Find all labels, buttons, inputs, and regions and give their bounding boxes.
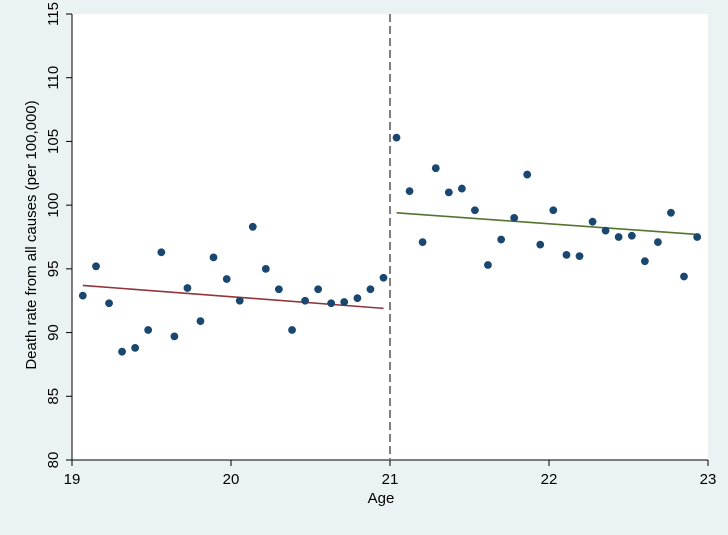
y-tick-label: 110 (45, 66, 62, 90)
data-point (627, 231, 636, 240)
data-point (248, 222, 257, 231)
data-point (288, 326, 296, 334)
data-point (510, 213, 519, 222)
y-tick-label: 115 (45, 2, 62, 26)
data-point (562, 250, 571, 259)
data-point (157, 248, 166, 257)
data-point (484, 261, 492, 269)
data-point (405, 187, 414, 196)
data-point (379, 273, 388, 282)
data-point (457, 184, 466, 193)
data-point (667, 208, 675, 217)
data-point (523, 170, 532, 179)
x-tick-label: 23 (700, 471, 717, 488)
data-point (614, 233, 623, 241)
y-tick-label: 95 (45, 261, 62, 278)
data-point (693, 233, 702, 241)
x-tick-label: 21 (382, 471, 399, 488)
data-point (209, 253, 218, 262)
y-tick-label: 100 (45, 193, 62, 218)
data-point (536, 240, 545, 249)
data-point (418, 238, 427, 246)
data-point (183, 284, 192, 292)
data-point (680, 272, 688, 281)
x-tick-label: 22 (541, 471, 558, 488)
data-point (392, 133, 401, 142)
data-point (588, 217, 597, 226)
data-point (235, 296, 244, 305)
data-point (92, 262, 100, 271)
data-point (654, 238, 662, 246)
data-point (353, 294, 362, 303)
data-point (261, 264, 270, 273)
data-point (274, 285, 283, 294)
data-point (340, 298, 349, 306)
data-point (118, 347, 126, 356)
fit-line-right (396, 211, 698, 236)
data-point (640, 257, 649, 266)
data-point (144, 326, 153, 334)
data-point (366, 285, 375, 294)
data-point (105, 299, 113, 308)
data-point (549, 206, 558, 215)
data-point (497, 235, 506, 244)
x-tick-label: 20 (223, 471, 240, 488)
x-axis-title: Age (368, 490, 395, 507)
data-point (196, 317, 205, 326)
y-tick-label: 80 (45, 452, 62, 469)
y-axis-title: Death rate from all causes (per 100,000) (23, 100, 40, 369)
x-tick-label: 19 (64, 471, 81, 488)
data-point (575, 252, 584, 261)
data-point (314, 285, 323, 294)
data-point (601, 226, 610, 235)
data-point (170, 332, 179, 341)
data-point (222, 275, 231, 283)
y-tick-label: 105 (45, 129, 62, 154)
data-point (301, 296, 309, 305)
data-point (471, 206, 479, 215)
data-point (327, 299, 336, 308)
data-point (431, 164, 440, 173)
data-point (131, 343, 140, 352)
data-point (78, 291, 87, 300)
y-tick-label: 90 (45, 324, 62, 341)
y-tick-label: 85 (45, 388, 62, 405)
data-point (444, 188, 453, 197)
